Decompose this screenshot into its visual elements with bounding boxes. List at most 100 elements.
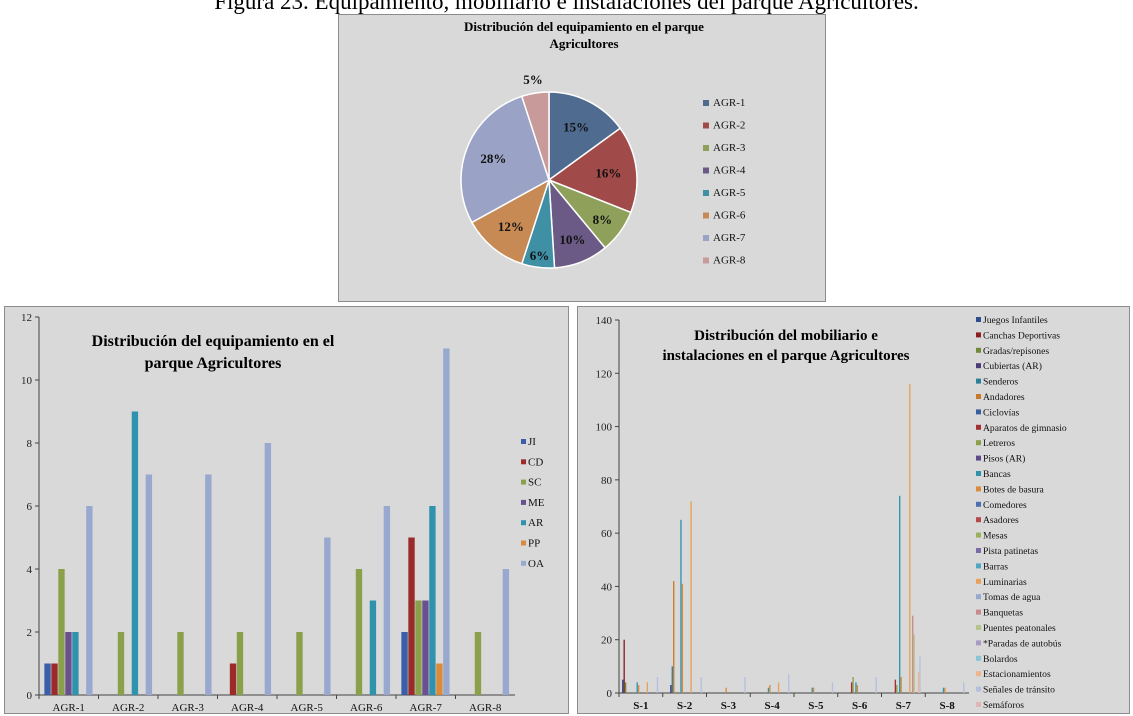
pie-title-line: Distribución del equipamiento en el parq… xyxy=(464,19,704,34)
bar xyxy=(767,687,770,693)
equipment-bar-chart-panel: 0 2 4 6 8 10 12 AGR-1 AGR-2 AGR-3 AGR-4 AGR-5 AGR-6 A… xyxy=(4,306,569,714)
x-tick-label: S-3 xyxy=(721,700,737,712)
legend-label: AGR-7 xyxy=(713,232,746,244)
legend-swatch xyxy=(976,671,981,677)
x-tick-label: S-6 xyxy=(852,700,868,712)
legend-swatch xyxy=(703,212,709,219)
bar xyxy=(443,348,450,695)
legend-label: Semáforos xyxy=(983,700,1024,711)
legend-swatch xyxy=(976,363,981,369)
x-tick-label: AGR-5 xyxy=(291,702,324,714)
legend-label: Bancas xyxy=(983,469,1011,480)
x-tick-label: AGR-8 xyxy=(469,702,502,714)
figure-title: Figura 23. Equipamiento, mobiliario e in… xyxy=(214,0,919,14)
x-tick-label: AGR-7 xyxy=(410,702,443,714)
bar xyxy=(700,677,702,693)
legend-label: AGR-6 xyxy=(713,210,746,222)
bar xyxy=(229,663,237,695)
x-tick-label: S-5 xyxy=(808,700,824,712)
legend-label: AGR-8 xyxy=(713,255,746,267)
bar-title-line: Distribución del equipamiento en el xyxy=(92,333,335,350)
legend-swatch xyxy=(703,122,709,129)
bar xyxy=(788,674,790,693)
pie-data-label: 5% xyxy=(523,72,543,87)
bar xyxy=(624,682,627,693)
legend-label: AGR-5 xyxy=(713,187,746,199)
pie-slice xyxy=(470,178,551,265)
y-tick-label: 20 xyxy=(601,635,613,647)
legend-swatch xyxy=(976,455,981,461)
bar xyxy=(623,639,625,693)
furniture-bar-chart-panel: 0 20 40 60 80 100 120 140 S-1 S-2 S-3 S-4 S-5 S-6 S-7 S… xyxy=(577,306,1130,714)
bar xyxy=(44,663,51,695)
legend-swatch xyxy=(521,520,526,526)
pie-chart: Distribución del equipamiento en el parq… xyxy=(460,19,746,269)
bar xyxy=(408,537,415,695)
bar xyxy=(236,632,244,695)
legend-swatch xyxy=(976,517,981,523)
bar xyxy=(812,687,815,693)
legend-swatch xyxy=(976,378,981,384)
bar xyxy=(415,600,422,695)
y-tick-label: 0 xyxy=(607,688,613,700)
y-tick-label: 12 xyxy=(21,312,32,324)
y-tick-label: 10 xyxy=(21,375,33,387)
bar xyxy=(811,687,813,693)
bar xyxy=(264,443,272,695)
bar xyxy=(744,677,746,693)
legend-swatch xyxy=(976,317,981,322)
bar xyxy=(636,682,638,693)
x-tick-label: AGR-2 xyxy=(112,702,144,714)
legend-label: Gradas/repisones xyxy=(983,346,1049,357)
legend-label: Pisos (AR) xyxy=(983,454,1025,465)
bar xyxy=(355,569,363,695)
legend-label: Señales de tránsito xyxy=(983,685,1055,696)
x-tick-label: S-4 xyxy=(764,700,780,712)
legend-swatch xyxy=(976,471,981,476)
mob-title-line: instalaciones en el parque Agricultores xyxy=(663,348,910,364)
bar xyxy=(296,632,303,695)
bar xyxy=(72,632,79,695)
bar xyxy=(117,632,125,695)
bar xyxy=(51,663,58,695)
y-tick-label: 6 xyxy=(27,501,33,513)
legend-label: AGR-4 xyxy=(713,165,746,177)
bar xyxy=(646,682,649,693)
legend-label: Letreros xyxy=(983,438,1015,449)
legend-label: *Paradas de autobús xyxy=(983,638,1062,649)
legend-label: Bolardos xyxy=(983,654,1018,665)
y-tick-label: 100 xyxy=(596,422,613,434)
y-tick-label: 8 xyxy=(27,438,33,450)
bar xyxy=(894,679,897,693)
pie-data-label: 10% xyxy=(559,232,585,247)
bar xyxy=(896,685,898,693)
legend-label: Botes de basura xyxy=(983,484,1044,495)
pie-data-label: 28% xyxy=(480,151,506,166)
legend-swatch xyxy=(976,394,981,399)
legend-label: SC xyxy=(528,477,541,489)
bar xyxy=(502,569,510,695)
pie-data-label: 16% xyxy=(595,166,621,181)
bar xyxy=(474,632,482,695)
legend-swatch xyxy=(976,332,981,338)
bar xyxy=(671,666,673,693)
legend-swatch xyxy=(976,486,981,492)
legend-label: Puentes peatonales xyxy=(983,623,1056,634)
bar xyxy=(690,501,692,693)
legend-label: Senderos xyxy=(983,377,1018,388)
legend-swatch xyxy=(521,560,526,566)
legend-label: Mesas xyxy=(983,531,1008,542)
legend-label: CD xyxy=(528,456,543,468)
bar xyxy=(725,687,727,693)
bar xyxy=(769,685,771,693)
legend-swatch xyxy=(976,578,981,584)
legend-swatch xyxy=(521,540,526,546)
legend-swatch xyxy=(976,625,981,630)
legend-swatch xyxy=(521,439,526,444)
legend-swatch xyxy=(976,686,981,692)
legend-swatch xyxy=(521,479,526,485)
legend-label: AR xyxy=(528,517,544,529)
y-tick-label: 4 xyxy=(27,564,33,576)
bar xyxy=(942,687,945,693)
legend-label: Comedores xyxy=(983,500,1027,511)
